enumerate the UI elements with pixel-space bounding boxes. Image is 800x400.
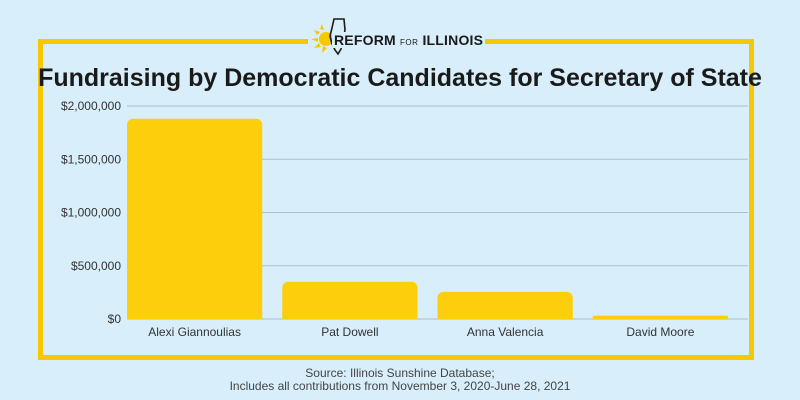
- x-tick-label: David Moore: [626, 325, 694, 339]
- bar: [127, 118, 263, 319]
- bar-base: [592, 315, 728, 319]
- y-tick-label: $2,000,000: [61, 99, 121, 113]
- source-line-1: Source: Illinois Sunshine Database;: [305, 366, 495, 380]
- y-tick-label: $500,000: [71, 259, 121, 273]
- bar-base: [127, 313, 263, 319]
- bar-base: [437, 313, 573, 319]
- reform-for-illinois-logo: REFORM FOR ILLINOIS: [308, 16, 486, 56]
- bar: [437, 291, 573, 319]
- x-tick-label: Pat Dowell: [321, 325, 378, 339]
- x-tick-label: Alexi Giannoulias: [148, 325, 241, 339]
- chart-title: Fundraising by Democratic Candidates for…: [38, 64, 762, 92]
- y-tick-label: $1,500,000: [61, 152, 121, 166]
- source-note: Source: Illinois Sunshine Database; Incl…: [0, 367, 800, 393]
- x-tick-label: Anna Valencia: [467, 325, 544, 339]
- bar-chart: $0 $500,000 $1,000,000 $1,500,000 $2,000,000…: [61, 99, 748, 339]
- y-tick-label: $1,000,000: [61, 206, 121, 220]
- bar-base: [282, 313, 418, 319]
- y-tick-label: $0: [108, 312, 122, 326]
- bar: [282, 281, 418, 319]
- source-line-2: Includes all contributions from November…: [229, 379, 571, 393]
- illinois-sun-logo-icon: [311, 18, 346, 56]
- logo-text: REFORM FOR ILLINOIS: [332, 32, 486, 48]
